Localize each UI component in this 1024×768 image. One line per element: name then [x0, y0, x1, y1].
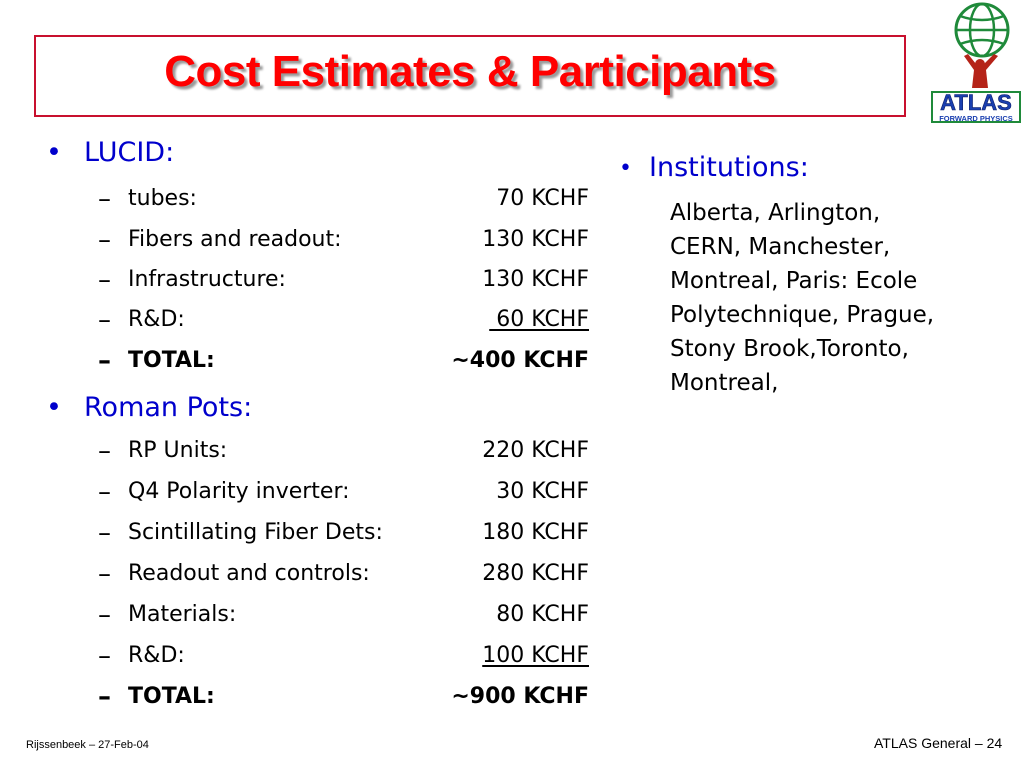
dash-icon: – [98, 346, 111, 376]
roman-pots-total: – TOTAL: ~900 KCHF [98, 682, 598, 714]
item-value: 280 KCHF [482, 561, 589, 586]
bullet-icon: • [619, 156, 632, 181]
roman-pots-label: Roman Pots: [84, 392, 253, 423]
total-value: ~400 KCHF [451, 348, 589, 373]
lucid-item: – Infrastructure: 130 KCHF [98, 265, 598, 297]
item-value: 130 KCHF [482, 267, 589, 292]
item-label: Scintillating Fiber Dets: [128, 520, 383, 545]
item-value: 220 KCHF [482, 438, 589, 463]
item-label: Fibers and readout: [128, 227, 342, 252]
total-label: TOTAL: [128, 348, 215, 373]
institutions-line: Stony Brook,Toronto, [670, 336, 909, 362]
dash-icon: – [98, 305, 111, 335]
dash-icon: – [98, 265, 111, 295]
item-value: 100 KCHF [482, 643, 589, 668]
dash-icon: – [98, 518, 111, 548]
footer-author-date: Rijssenbeek – 27-Feb-04 [26, 739, 149, 751]
item-value: 130 KCHF [482, 227, 589, 252]
lucid-total: – TOTAL: ~400 KCHF [98, 346, 598, 378]
globe-icon [954, 2, 1010, 58]
item-value: 80 KCHF [496, 602, 589, 627]
roman-pots-item: – Q4 Polarity inverter: 30 KCHF [98, 477, 598, 509]
logo-banner: FORWARD PHYSICS [939, 114, 1013, 123]
roman-pots-item: – Scintillating Fiber Dets: 180 KCHF [98, 518, 598, 550]
item-value: 70 KCHF [496, 186, 589, 211]
item-value: 30 KCHF [496, 479, 589, 504]
dash-icon: – [98, 600, 111, 630]
lucid-item: – tubes: 70 KCHF [98, 184, 598, 216]
item-label: RP Units: [128, 438, 228, 463]
total-label: TOTAL: [128, 684, 215, 709]
slide-title: Cost Estimates & Participants [164, 47, 776, 96]
logo-wordmark: ATLAS [940, 90, 1012, 115]
atlas-logo: ATLAS FORWARD PHYSICS [931, 2, 1021, 123]
item-value: 180 KCHF [482, 520, 589, 545]
footer-slide-number: ATLAS General – 24 [874, 735, 1003, 751]
roman-pots-item: – Materials: 80 KCHF [98, 600, 598, 632]
dash-icon: – [98, 477, 111, 507]
institutions-line: CERN, Manchester, [670, 234, 891, 260]
lucid-item: – R&D: 60 KCHF [98, 305, 598, 337]
dash-icon: – [98, 682, 111, 712]
bullet-icon: • [46, 392, 62, 423]
dash-icon: – [98, 641, 111, 671]
dash-icon: – [98, 225, 111, 255]
item-label: R&D: [128, 643, 185, 668]
item-label: tubes: [128, 186, 197, 211]
lucid-label: LUCID: [84, 137, 175, 168]
institutions-line: Alberta, Arlington, [670, 200, 881, 226]
institutions-label: Institutions: [649, 152, 809, 183]
institutions-line: Montreal, Paris: Ecole [670, 268, 918, 294]
dash-icon: – [98, 559, 111, 589]
dash-icon: – [98, 184, 111, 214]
roman-pots-item: – Readout and controls: 280 KCHF [98, 559, 598, 591]
lucid-item: – Fibers and readout: 130 KCHF [98, 225, 598, 257]
institutions-line: Polytechnique, Prague, [670, 302, 935, 328]
total-value: ~900 KCHF [451, 684, 589, 709]
dash-icon: – [98, 436, 111, 466]
logo-frame [931, 91, 1021, 123]
item-label: Infrastructure: [128, 267, 286, 292]
roman-pots-item: – RP Units: 220 KCHF [98, 436, 598, 468]
item-label: R&D: [128, 307, 185, 332]
atlas-figure-icon [964, 54, 998, 88]
title-box: Cost Estimates & Participants [34, 35, 906, 117]
item-label: Materials: [128, 602, 237, 627]
institutions-line: Montreal, [670, 370, 779, 396]
item-label: Q4 Polarity inverter: [128, 479, 350, 504]
institutions-list: Alberta, Arlington, CERN, Manchester, Mo… [670, 196, 1000, 400]
bullet-icon: • [46, 137, 62, 168]
roman-pots-item: – R&D: 100 KCHF [98, 641, 598, 673]
item-value: 60 KCHF [489, 307, 589, 332]
item-label: Readout and controls: [128, 561, 370, 586]
